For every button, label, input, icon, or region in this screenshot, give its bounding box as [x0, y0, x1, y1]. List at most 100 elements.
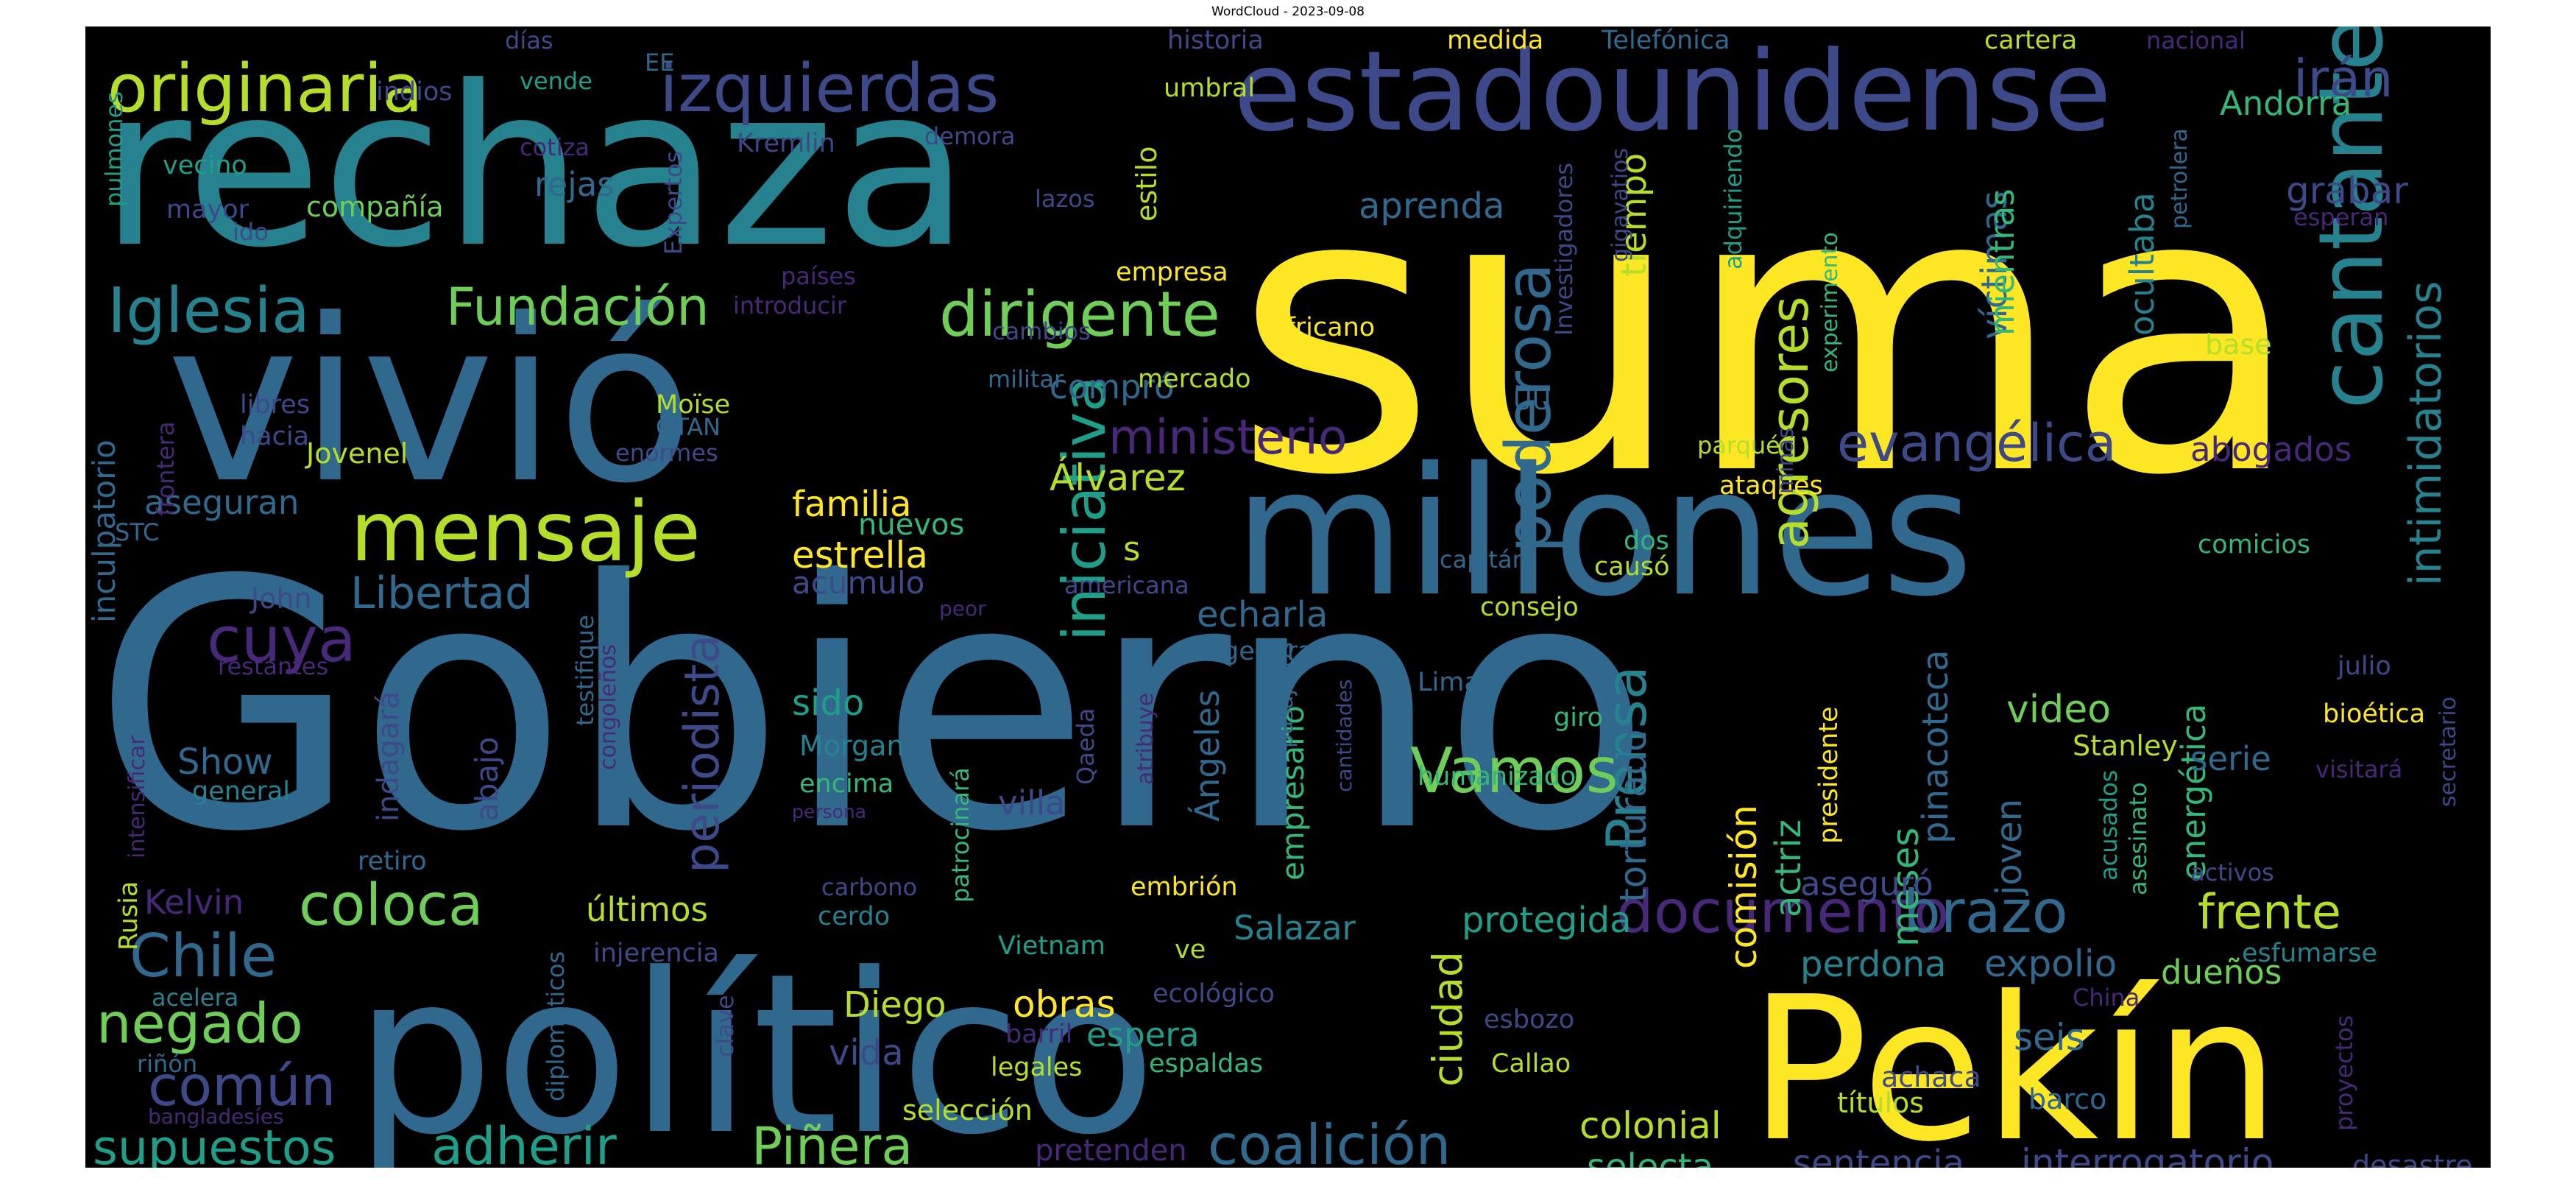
word-perdona: perdona [1800, 944, 1947, 985]
word-rusia: Rusia [114, 881, 144, 950]
word-clave: clave [711, 995, 739, 1057]
word-abogados: abogados [2190, 430, 2352, 469]
word-evangélica: evangélica [1837, 413, 2117, 473]
word-qaeda: Qaeda [1072, 708, 1100, 785]
word-frente: frente [2198, 885, 2341, 940]
word-títulos: títulos [1837, 1087, 1924, 1119]
word-piñera: Piñera [751, 1116, 913, 1168]
word-salazar: Salazar [1234, 909, 1356, 948]
word-esfumarse: esfumarse [2242, 939, 2377, 968]
word-actriz: actriz [1768, 819, 1809, 917]
word-selección: selección [902, 1094, 1033, 1126]
word-estrella: estrella [792, 534, 928, 576]
word-ido: ido [233, 218, 269, 246]
word-secretario: secretario [2435, 696, 2461, 807]
word-ministerio: ministerio [1108, 410, 1348, 465]
word-acelera: acelera [152, 984, 238, 1012]
word-inculpatorio: inculpatorio [86, 440, 122, 623]
word-adherir: adherir [431, 1116, 617, 1168]
word-aseguran: aseguran [144, 483, 299, 522]
word-mientras: mientras [1983, 188, 2022, 336]
word-petrolera: petrolera [2167, 128, 2193, 229]
word-mercado: mercado [1138, 364, 1251, 394]
word-ataques: ataques [1719, 471, 1823, 501]
word-riñón: riñón [137, 1050, 197, 1078]
word-morgan: Morgan [799, 730, 904, 762]
word-países: países [781, 262, 856, 290]
word-julio: julio [2337, 652, 2391, 681]
word-ee: EE [645, 49, 674, 77]
word-chile: Chile [130, 922, 277, 990]
word-lima: Lima [1418, 668, 1480, 697]
word-s: s [1123, 529, 1140, 568]
word-bangladesíes: bangladesíes [148, 1104, 284, 1129]
word-diplomáticos: diplomáticos [542, 951, 570, 1101]
word-energética: energética [2174, 704, 2213, 881]
word-medida: medida [1447, 27, 1543, 55]
word-meses: meses [1884, 828, 1927, 947]
word-aseguró: aseguró [1800, 864, 1933, 903]
word-pulmones: pulmones [100, 91, 128, 207]
word-encima: encima [799, 769, 894, 799]
word-prensa: Prensa [1594, 666, 1659, 851]
word-rejas: rejas [534, 165, 615, 204]
word-sido: sido [792, 683, 864, 724]
word-poderosa: poderosa [1493, 263, 1565, 553]
word-común: común [148, 1054, 336, 1118]
word-stanley: Stanley [2073, 730, 2178, 762]
word-espera: espera [1086, 1015, 1199, 1054]
word-introducir: introducir [733, 292, 847, 320]
word-nacional: nacional [2146, 27, 2246, 54]
word-compró: compró [1050, 367, 1175, 406]
word-pasajeros: pasajeros [1273, 642, 1298, 748]
word-vende: vende [520, 67, 592, 95]
chart-title: WordCloud - 2023-09-08 [1211, 4, 1365, 19]
word-documento: documento [1616, 878, 1950, 946]
word-serie: serie [2190, 739, 2271, 778]
word-villa: villa [998, 783, 1066, 822]
word-mensaje: mensaje [350, 484, 701, 580]
word-base: base [2205, 328, 2272, 361]
word-indagará: indagará [372, 691, 406, 822]
word-causó: causó [1594, 552, 1670, 582]
word-moïse: Moïse [656, 390, 730, 420]
word-intensificar: intensificar [124, 736, 150, 858]
word-minas: minas [1773, 427, 1799, 494]
word-jovenel: Jovenel [305, 437, 408, 470]
word-hacia: hacia [240, 422, 309, 451]
word-gobierno: Gobierno [93, 507, 1651, 906]
word-andorra: Andorra [2220, 84, 2352, 123]
word-cartera: cartera [1984, 27, 2077, 55]
word-restantes: restantes [218, 652, 328, 680]
word-empresario: empresario [1275, 705, 1311, 881]
word-generado: generado [1222, 637, 1345, 666]
word-historia: historia [1167, 27, 1264, 55]
word-kelvin: Kelvin [144, 883, 244, 922]
word-dirigente: dirigente [939, 278, 1220, 351]
word-protegida: protegida [1462, 900, 1632, 941]
word-presidente: presidente [1814, 706, 1844, 844]
word-empresa: empresa [1116, 258, 1228, 287]
word-asesinato: asesinato [2124, 782, 2152, 895]
word-pinacoteca: pinacoteca [1915, 649, 1956, 844]
word-colonial: colonial [1579, 1104, 1722, 1147]
word-show: Show [177, 741, 273, 783]
word-suma: suma [1234, 106, 2303, 560]
word-telefónica: Telefónica [1601, 27, 1730, 55]
word-china: China [2073, 984, 2140, 1012]
word-militar: militar [988, 365, 1064, 393]
word-irán: irán [2293, 49, 2393, 109]
word-carbono: carbono [821, 873, 917, 901]
word-vamos: Vamos [1410, 735, 1618, 808]
word-demora: demora [924, 122, 1016, 150]
word-político: político [354, 926, 1156, 1168]
word-capitán: capitán [1440, 546, 1527, 574]
word-interrogatorio: interrogatorio [2021, 1141, 2274, 1168]
word-mayor: mayor [166, 195, 250, 225]
word-estilo: estilo [1130, 147, 1163, 222]
word-embrión: embrión [1130, 872, 1238, 902]
word-dos: dos [1624, 526, 1669, 556]
word-espaldas: espaldas [1149, 1049, 1263, 1079]
word-persona: persona [792, 801, 866, 822]
word-retiro: retiro [358, 847, 427, 876]
